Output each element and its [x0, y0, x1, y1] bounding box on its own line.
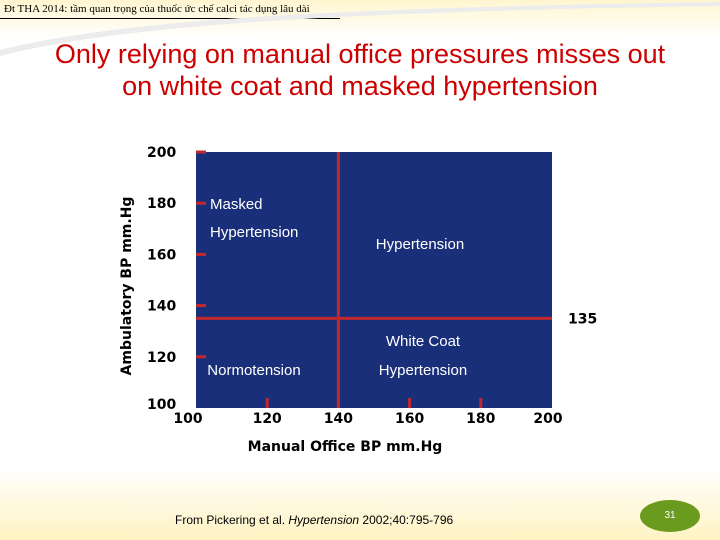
y-tick-label: 180	[147, 196, 176, 212]
plot-area	[196, 152, 552, 408]
citation: From Pickering et al. Hypertension 2002;…	[175, 513, 453, 527]
page-number-badge: 31	[640, 500, 700, 532]
x-tick-label: 140	[324, 411, 353, 427]
slide-title-line-1: Only relying on manual office pressures …	[54, 39, 666, 69]
x-tick-label: 200	[533, 411, 562, 427]
x-tick-label: 100	[173, 411, 202, 427]
citation-journal: Hypertension	[288, 513, 360, 527]
citation-suffix: 2002;40:795-796	[359, 513, 454, 527]
header-swoosh	[0, 2, 720, 56]
x-tick-label: 120	[253, 411, 282, 427]
header-rule	[0, 18, 340, 19]
x-tick-label: 160	[395, 411, 424, 427]
footer-band	[0, 468, 720, 540]
header-text: Đt THA 2014: tầm quan trọng của thuốc ức…	[4, 3, 310, 15]
region-label-masked: Masked	[210, 196, 263, 213]
x-tick-label: 180	[466, 411, 495, 427]
citation-prefix: From Pickering et al.	[175, 513, 289, 527]
y-tick-label: 140	[147, 299, 176, 315]
y-tick-label: 200	[147, 145, 176, 161]
region-label-normotension: Normotension	[207, 362, 300, 379]
y-tick-label: 100	[147, 397, 176, 413]
y-tick-label: 160	[147, 247, 176, 263]
region-label-masked: Hypertension	[210, 224, 298, 241]
y-tick-label: 120	[147, 350, 176, 366]
region-label-white-coat: White Coat	[386, 333, 461, 350]
slide-title-line-2: on white coat and masked hypertension	[122, 71, 598, 101]
slide-title: Only relying on manual office pressures …	[20, 38, 700, 102]
x-axis-title: Manual Office BP mm.Hg	[248, 439, 443, 455]
region-label-hypertension: Hypertension	[376, 236, 464, 253]
y-axis-title: Ambulatory BP mm.Hg	[119, 197, 135, 376]
threshold-value-label: 135	[568, 311, 597, 327]
region-label-white-coat: Hypertension	[379, 362, 467, 379]
